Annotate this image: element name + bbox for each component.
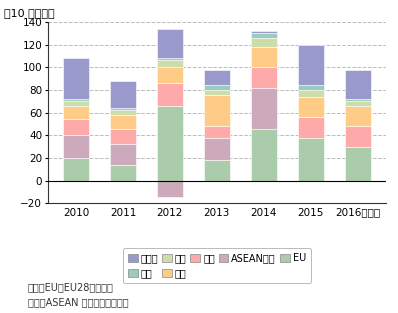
Bar (110, 165, 136, 181)
Text: （10 億ドル）: （10 億ドル） (4, 8, 55, 18)
Bar (110, 108, 136, 110)
Bar (63, 158, 89, 181)
Bar (63, 99, 89, 101)
Bar (204, 138, 230, 160)
Bar (204, 160, 230, 181)
Bar (110, 81, 136, 108)
Bar (345, 69, 371, 99)
Bar (157, 106, 183, 181)
Bar (251, 38, 277, 47)
Bar (251, 88, 277, 129)
Text: 備考：EUはEU28を指す。: 備考：EUはEU28を指す。 (28, 282, 114, 292)
Text: 資料：ASEAN 事務局から作成。: 資料：ASEAN 事務局から作成。 (28, 297, 129, 307)
Bar (298, 90, 324, 97)
Bar (63, 101, 89, 106)
Bar (345, 147, 371, 181)
Bar (204, 69, 230, 85)
Bar (157, 58, 183, 60)
Bar (110, 115, 136, 129)
Bar (298, 85, 324, 90)
Bar (157, 83, 183, 106)
Bar (110, 110, 136, 115)
Bar (157, 67, 183, 83)
Bar (251, 129, 277, 181)
Bar (345, 106, 371, 126)
Bar (204, 90, 230, 95)
Bar (298, 117, 324, 138)
Bar (345, 99, 371, 101)
Bar (157, 60, 183, 67)
Bar (251, 33, 277, 38)
Bar (251, 47, 277, 67)
Bar (204, 85, 230, 90)
Bar (298, 138, 324, 181)
Bar (63, 135, 89, 158)
Bar (204, 95, 230, 126)
Bar (298, 44, 324, 85)
Bar (110, 129, 136, 145)
Legend: その他, 韓国, 中国, 日本, 米国, ASEAN徟内, EU: その他, 韓国, 中国, 日本, 米国, ASEAN徟内, EU (123, 248, 311, 283)
Bar (298, 97, 324, 117)
Bar (157, 29, 183, 58)
Bar (63, 106, 89, 120)
Bar (345, 101, 371, 106)
Bar (63, 58, 89, 99)
Bar (63, 120, 89, 135)
Bar (251, 31, 277, 33)
Bar (345, 126, 371, 147)
Bar (251, 67, 277, 88)
Bar (204, 126, 230, 138)
Bar (110, 145, 136, 165)
Bar (157, 181, 183, 197)
